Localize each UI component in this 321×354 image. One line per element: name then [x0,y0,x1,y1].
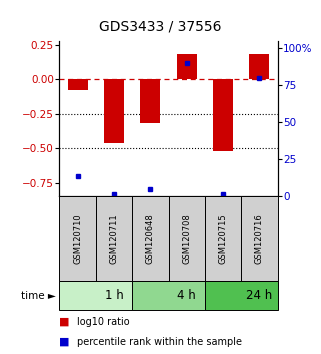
Text: 24 h: 24 h [246,289,273,302]
Text: GSM120710: GSM120710 [73,213,82,264]
Bar [241,196,278,281]
Bar [140,79,160,124]
Bar [177,55,197,79]
Text: GSM120648: GSM120648 [146,213,155,264]
Text: time ►: time ► [21,291,56,301]
Text: 1 h: 1 h [105,289,123,302]
Bar [249,55,270,79]
Bar [96,196,132,281]
Bar [59,196,96,281]
Text: log10 ratio: log10 ratio [77,317,130,327]
Bar [213,79,233,151]
Bar [205,281,278,310]
Bar [67,79,88,90]
Bar [169,196,205,281]
Text: GSM120716: GSM120716 [255,213,264,264]
Text: ■: ■ [59,317,70,327]
Bar [59,281,132,310]
Text: ■: ■ [59,337,70,347]
Text: GSM120708: GSM120708 [182,213,191,264]
Bar [104,79,124,143]
Text: GDS3433 / 37556: GDS3433 / 37556 [99,19,222,34]
Text: 4 h: 4 h [177,289,196,302]
Bar [132,281,205,310]
Text: GSM120711: GSM120711 [109,213,118,264]
Text: GSM120715: GSM120715 [219,213,228,264]
Text: percentile rank within the sample: percentile rank within the sample [77,337,242,347]
Bar [132,196,169,281]
Bar [205,196,241,281]
